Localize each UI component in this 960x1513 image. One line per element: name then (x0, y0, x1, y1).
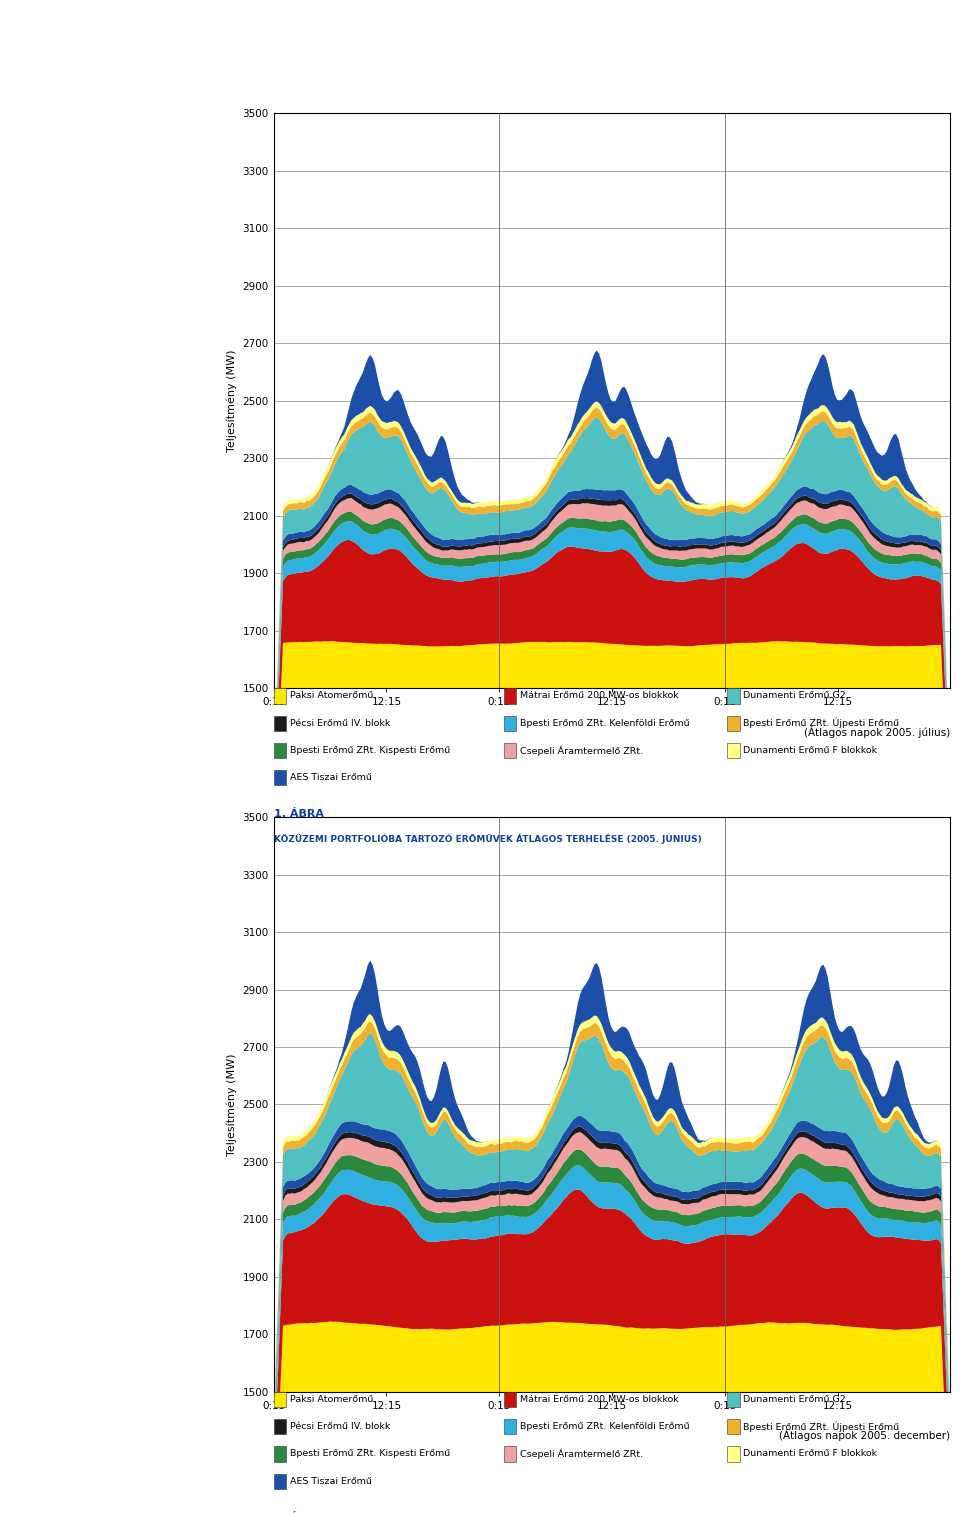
Text: Pécsi Erőmű IV. blokk: Pécsi Erőmű IV. blokk (290, 719, 391, 728)
Text: Dunamenti Erőmű F blokkok: Dunamenti Erőmű F blokkok (743, 746, 877, 755)
Text: AES Tiszai Erőmű: AES Tiszai Erőmű (290, 773, 372, 782)
Text: 1. ÁBRA: 1. ÁBRA (274, 809, 324, 820)
Y-axis label: Teljesítmény (MW): Teljesítmény (MW) (227, 350, 237, 452)
Text: AES Tiszai Erőmű: AES Tiszai Erőmű (290, 1477, 372, 1486)
Text: KÖZÜZEMI PORTFOLIÓBA TARTOZÓ ERŐMŰVEK ÁTLAGOS TERHELÉSE (2005. JÚNIUS): KÖZÜZEMI PORTFOLIÓBA TARTOZÓ ERŐMŰVEK ÁT… (274, 834, 702, 844)
Text: Bpesti Erőmű ZRt. Kelenföldi Erőmű: Bpesti Erőmű ZRt. Kelenföldi Erőmű (520, 719, 689, 728)
Text: Bpesti Erőmű ZRt. Újpesti Erőmű: Bpesti Erőmű ZRt. Újpesti Erőmű (743, 719, 900, 728)
Text: (Átlagos napok 2005. július): (Átlagos napok 2005. július) (804, 726, 950, 738)
Text: Bpesti Erőmű ZRt. Kispesti Erőmű: Bpesti Erőmű ZRt. Kispesti Erőmű (290, 746, 450, 755)
Text: Pécsi Erőmű IV. blokk: Pécsi Erőmű IV. blokk (290, 1422, 391, 1431)
Text: Bpesti Erőmű ZRt. Kelenföldi Erőmű: Bpesti Erőmű ZRt. Kelenföldi Erőmű (520, 1422, 689, 1431)
Text: Mátrai Erőmű 200 MW-os blokkok: Mátrai Erőmű 200 MW-os blokkok (520, 1395, 679, 1404)
Text: Bpesti Erőmű ZRt. Újpesti Erőmű: Bpesti Erőmű ZRt. Újpesti Erőmű (743, 1422, 900, 1431)
Text: Csepeli Áramtermelő ZRt.: Csepeli Áramtermelő ZRt. (520, 746, 643, 755)
Y-axis label: Teljesítmény (MW): Teljesítmény (MW) (227, 1053, 237, 1156)
Text: Mátrai Erőmű 200 MW-os blokkok: Mátrai Erőmű 200 MW-os blokkok (520, 691, 679, 701)
Text: Paksi Atomerőmű: Paksi Atomerőmű (290, 1395, 373, 1404)
Text: Bpesti Erőmű ZRt. Kispesti Erőmű: Bpesti Erőmű ZRt. Kispesti Erőmű (290, 1449, 450, 1459)
Text: Paksi Atomerőmű: Paksi Atomerőmű (290, 691, 373, 701)
Text: Csepeli Áramtermelő ZRt.: Csepeli Áramtermelő ZRt. (520, 1449, 643, 1459)
Text: Dunamenti Erőmű G2: Dunamenti Erőmű G2 (743, 1395, 846, 1404)
Text: Dunamenti Erőmű G2: Dunamenti Erőmű G2 (743, 691, 846, 701)
Text: Dunamenti Erőmű F blokkok: Dunamenti Erőmű F blokkok (743, 1449, 877, 1459)
Text: (Átlagos napok 2005. december): (Átlagos napok 2005. december) (780, 1430, 950, 1442)
